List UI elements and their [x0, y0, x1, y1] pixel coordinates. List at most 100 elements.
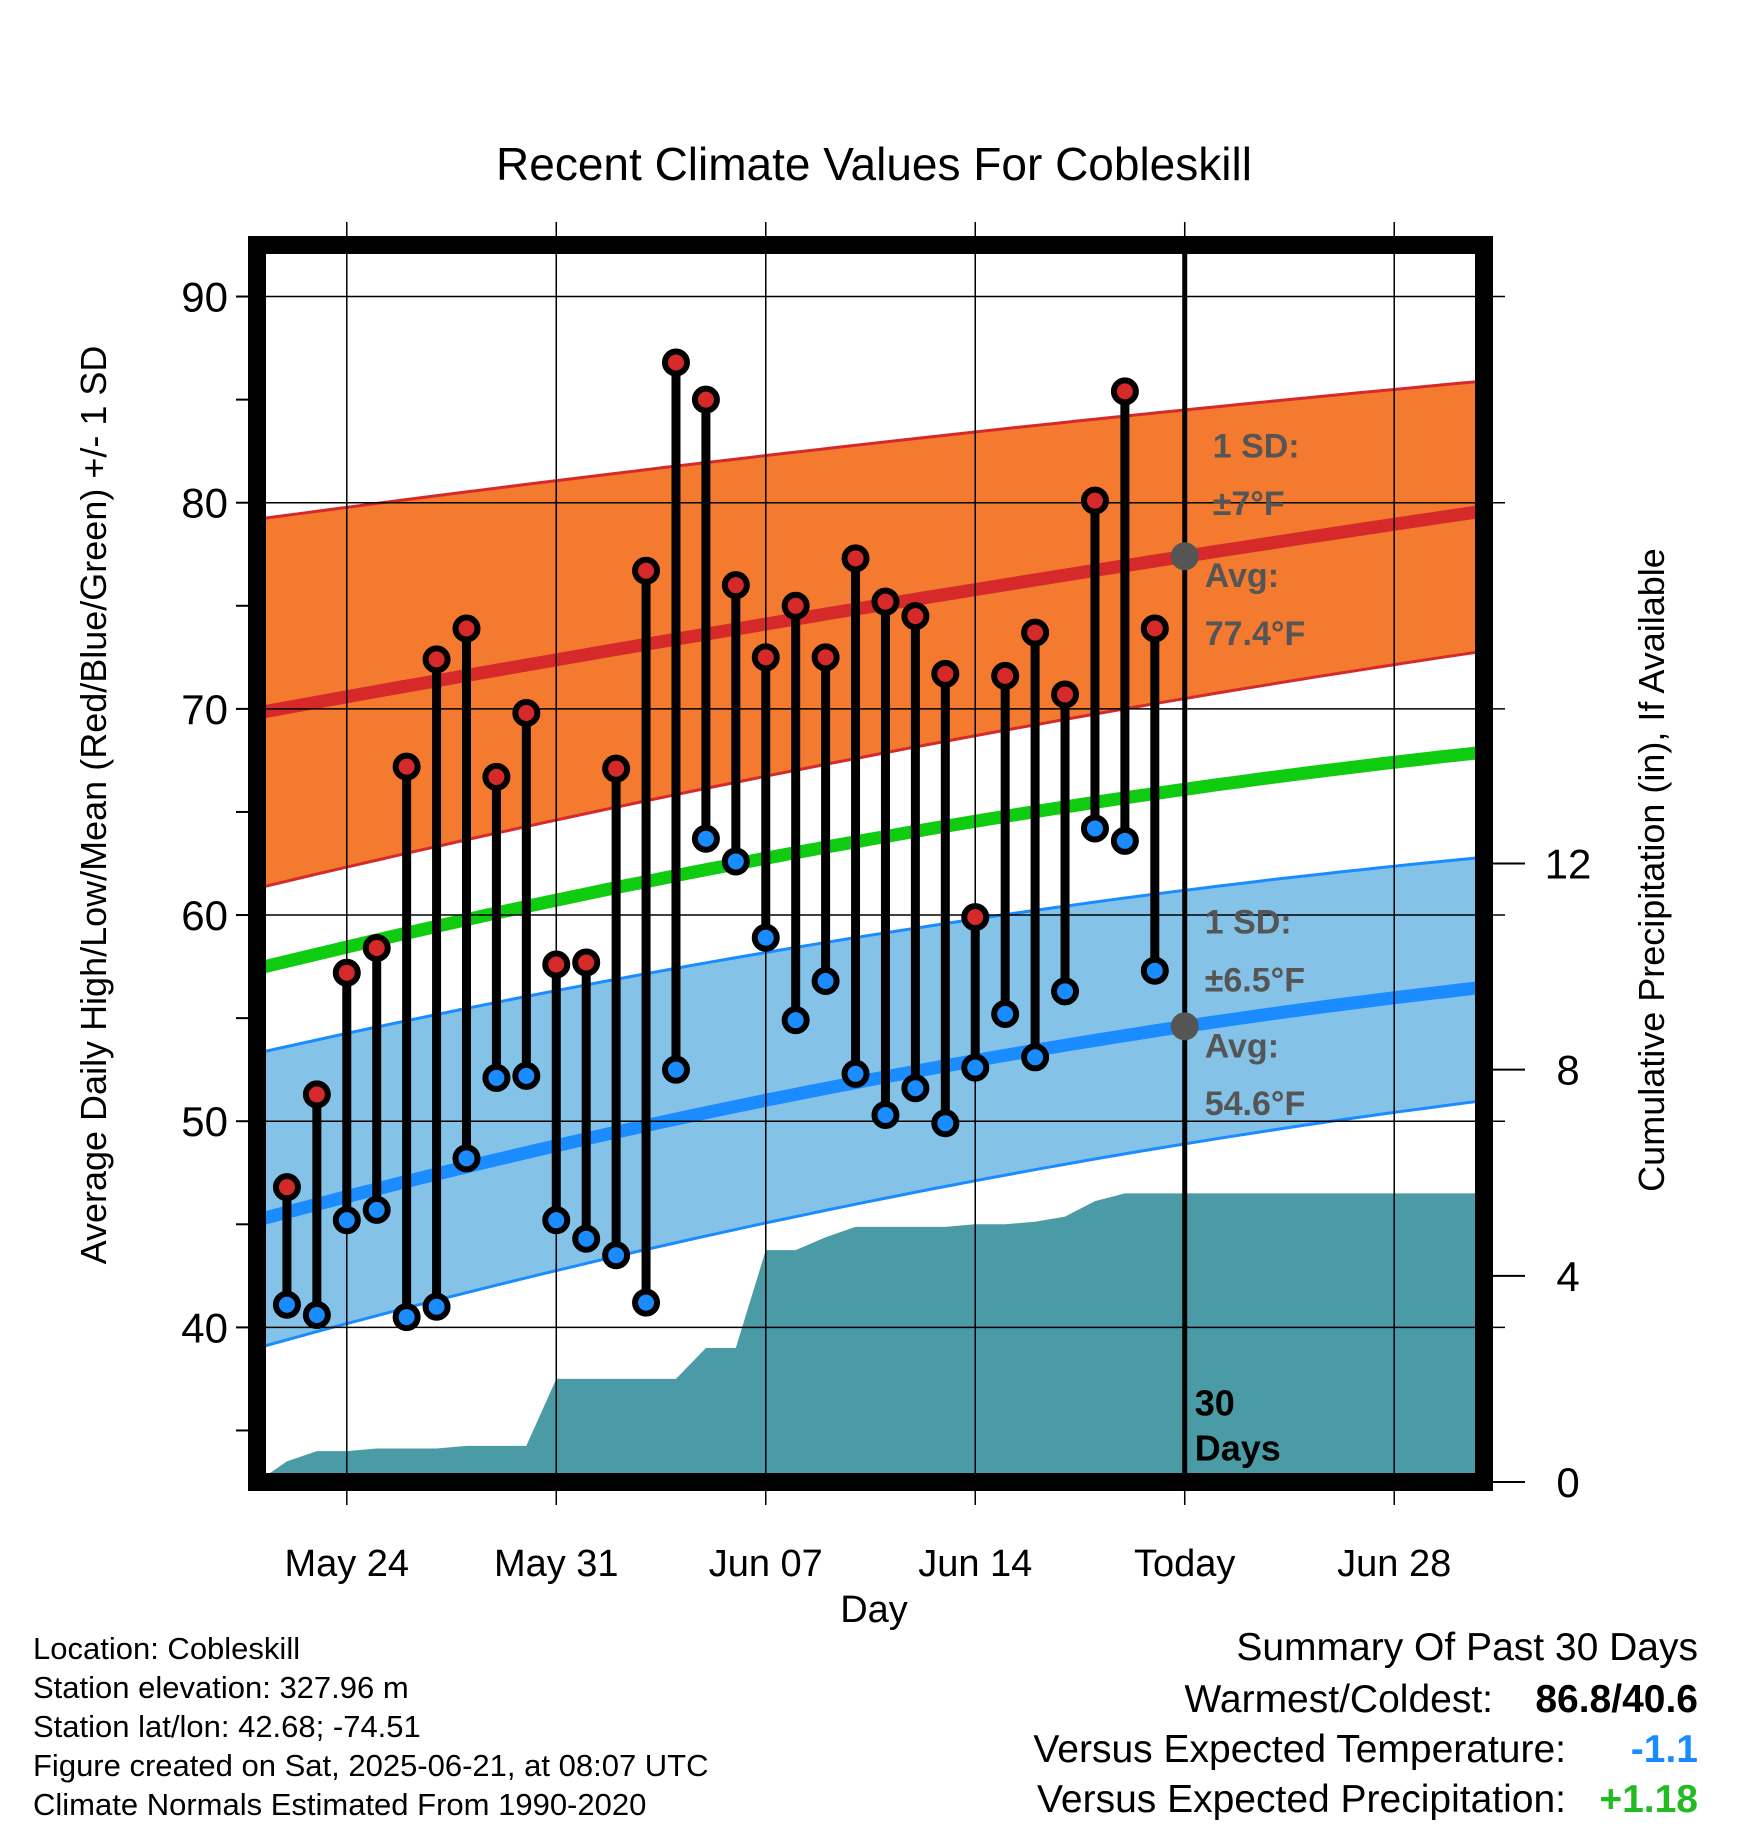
high-temp-point — [781, 591, 810, 620]
high-temp-point — [1110, 377, 1139, 406]
low-temp-point — [512, 1061, 541, 1090]
station-info: Location: Cobleskill Station elevation: … — [33, 1631, 709, 1822]
low-temp-point — [661, 1055, 690, 1084]
low-temp-point — [1140, 956, 1169, 985]
low-temp-point — [602, 1241, 631, 1270]
mean-line — [257, 745, 1484, 975]
y2-tick-label: 4 — [1556, 1253, 1579, 1300]
low-temp-point — [961, 1053, 990, 1082]
low-avg-value: 54.6°F — [1205, 1085, 1306, 1123]
low-temp-point — [572, 1224, 601, 1253]
low-sd-value: ±6.5°F — [1205, 961, 1305, 999]
low-temp-point — [1021, 1043, 1050, 1072]
high-temp-point — [931, 659, 960, 688]
high-temp-point — [332, 958, 361, 987]
y-tick-label: 70 — [181, 686, 228, 733]
summary-precip-value: +1.18 — [1599, 1778, 1698, 1821]
high-avg-value: 77.4°F — [1205, 615, 1306, 653]
high-sd-lower-line — [257, 649, 1484, 890]
high-temp-point — [841, 544, 870, 573]
y-tick-label: 80 — [181, 480, 228, 527]
x-tick-label: Jun 07 — [709, 1543, 823, 1585]
high-temp-point — [961, 903, 990, 932]
high-temp-point — [691, 385, 720, 414]
high-sd-band — [257, 381, 1484, 889]
high-temp-point — [1051, 680, 1080, 709]
high-temp-point — [272, 1173, 301, 1202]
high-temp-point — [302, 1080, 331, 1109]
info-elevation: Station elevation: 327.96 m — [33, 1670, 409, 1705]
high-temp-point — [721, 571, 750, 600]
y-tick-label: 60 — [181, 892, 228, 939]
summary-panel: Summary Of Past 30 Days Warmest/Coldest:… — [1033, 1626, 1698, 1821]
low-avg-title: Avg: — [1205, 1027, 1279, 1065]
high-sd-upper-line — [257, 379, 1484, 521]
period-number: 30 — [1195, 1383, 1235, 1424]
y-tick-label: 50 — [181, 1098, 228, 1145]
high-sd-value: ±7°F — [1213, 485, 1285, 523]
summary-warm-cold-label: Warmest/Coldest: — [1185, 1678, 1493, 1721]
summary-title: Summary Of Past 30 Days — [1236, 1626, 1698, 1669]
high-temp-point — [632, 556, 661, 585]
low-temp-point — [811, 967, 840, 996]
low-temp-point — [272, 1290, 301, 1319]
summary-temp-label: Versus Expected Temperature: — [1033, 1728, 1566, 1771]
high-temp-point — [512, 698, 541, 727]
high-temp-point — [1140, 614, 1169, 643]
summary-temp-value: -1.1 — [1631, 1728, 1698, 1771]
high-temp-point — [661, 348, 690, 377]
x-tick-label: May 31 — [494, 1543, 619, 1585]
info-normals: Climate Normals Estimated From 1990-2020 — [33, 1787, 646, 1822]
low-temp-point — [781, 1006, 810, 1035]
info-location: Location: Cobleskill — [33, 1631, 300, 1666]
low-sd-title: 1 SD: — [1205, 904, 1292, 942]
info-latlon: Station lat/lon: 42.68; -74.51 — [33, 1709, 421, 1744]
precip-area — [257, 1193, 1484, 1482]
low-temp-point — [632, 1288, 661, 1317]
high-sd-title: 1 SD: — [1213, 427, 1300, 465]
high-avg-title: Avg: — [1205, 557, 1279, 595]
low-sd-upper-line — [257, 855, 1484, 1055]
low-temp-point — [1051, 977, 1080, 1006]
y2-tick-label: 0 — [1556, 1459, 1579, 1506]
x-tick-label: Jun 14 — [918, 1543, 1032, 1585]
today-low-avg-marker — [1170, 1012, 1199, 1041]
high-temp-point — [1021, 618, 1050, 647]
x-tick-label: Jun 28 — [1337, 1543, 1451, 1585]
low-temp-point — [1080, 814, 1109, 843]
low-temp-point — [1110, 826, 1139, 855]
low-sd-lower-line — [257, 1099, 1484, 1350]
y-axis-label: Average Daily High/Low/Mean (Red/Blue/Gr… — [73, 346, 114, 1265]
info-created: Figure created on Sat, 2025-06-21, at 08… — [33, 1748, 709, 1783]
plot-area: 1 SD: ±7°F Avg: 77.4°F 1 SD: ±6.5°F Avg: 54.6°F… — [181, 222, 1591, 1585]
chart-title: Recent Climate Values For Cobleskill — [496, 138, 1252, 190]
today-high-avg-marker — [1170, 542, 1199, 571]
low-temp-point — [841, 1059, 870, 1088]
low-temp-point — [422, 1292, 451, 1321]
low-temp-point — [302, 1301, 331, 1330]
low-temp-point — [691, 824, 720, 853]
high-temp-point — [1080, 486, 1109, 515]
high-temp-point — [542, 950, 571, 979]
high-temp-point — [422, 645, 451, 674]
y2-tick-label: 8 — [1556, 1047, 1579, 1094]
low-temp-point — [871, 1101, 900, 1130]
x-tick-label: Today — [1134, 1543, 1235, 1585]
high-temp-point — [811, 643, 840, 672]
high-temp-point — [452, 614, 481, 643]
summary-precip-label: Versus Expected Precipitation: — [1037, 1778, 1566, 1821]
high-temp-point — [991, 661, 1020, 690]
high-temp-point — [901, 602, 930, 631]
low-temp-point — [542, 1206, 571, 1235]
high-temp-point — [751, 643, 780, 672]
y-tick-label: 90 — [181, 274, 228, 321]
summary-warm-cold-value: 86.8/40.6 — [1535, 1678, 1698, 1721]
y2-tick-label: 12 — [1545, 841, 1592, 888]
x-axis-label: Day — [840, 1589, 908, 1631]
low-temp-point — [452, 1144, 481, 1173]
high-temp-point — [572, 948, 601, 977]
low-temp-point — [901, 1074, 930, 1103]
low-temp-point — [991, 1000, 1020, 1029]
high-avg-line — [257, 504, 1484, 720]
